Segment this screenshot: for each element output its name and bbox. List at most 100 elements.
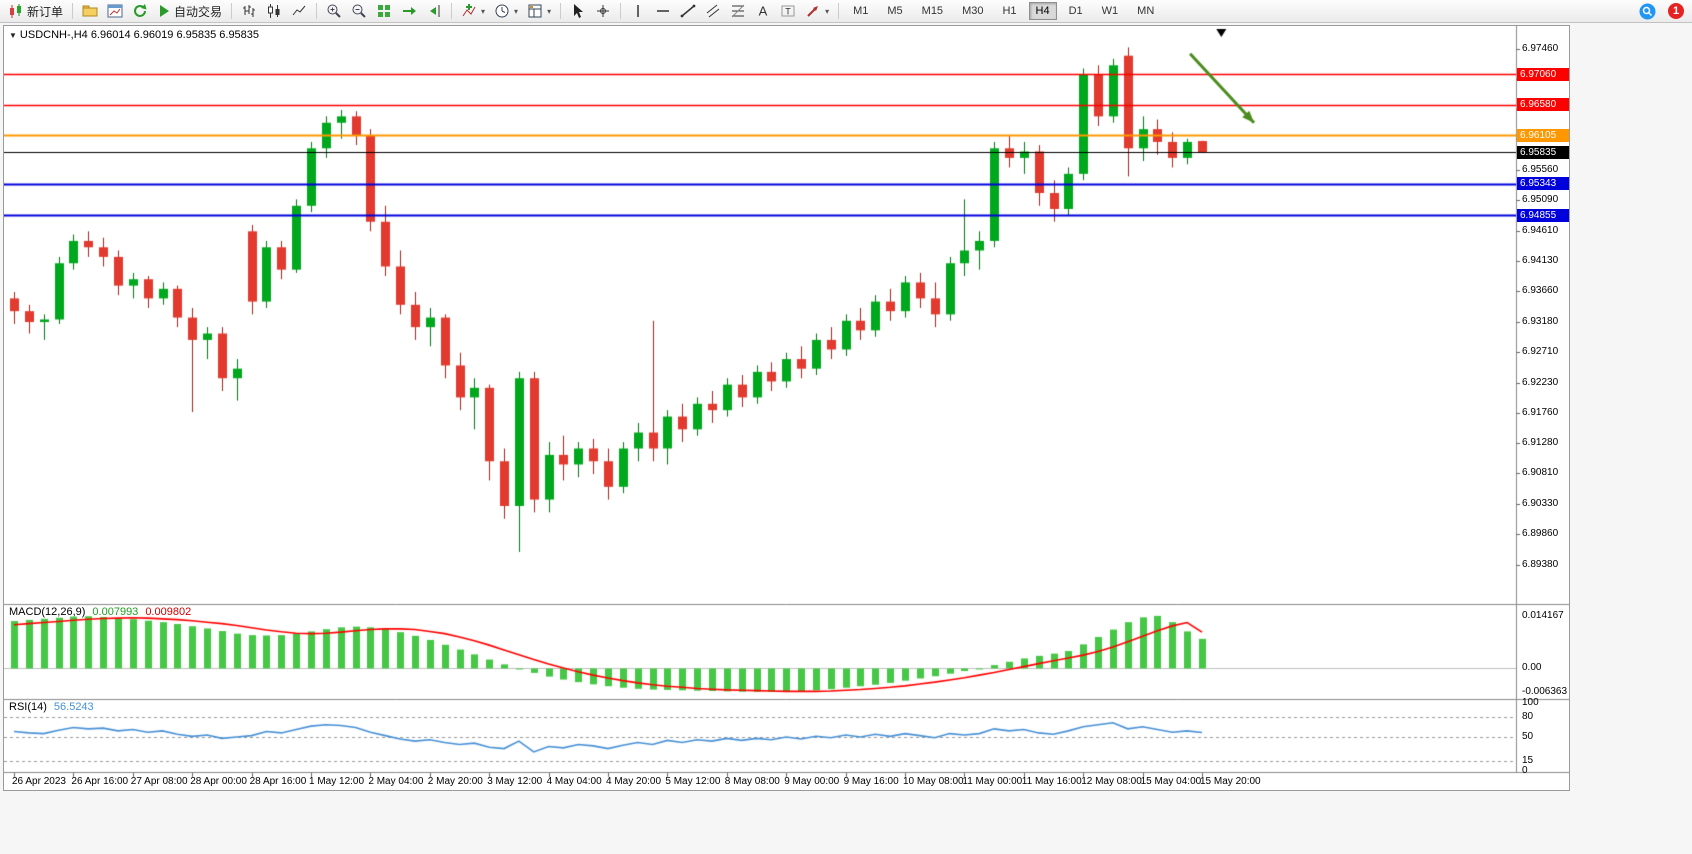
- indicator-axis-label: 80: [1522, 710, 1534, 722]
- time-axis-label: 9 May 00:00: [784, 776, 840, 787]
- time-axis-label: 8 May 08:00: [724, 776, 780, 787]
- time-axis-label: 1 May 12:00: [309, 776, 365, 787]
- cursor-icon: [574, 4, 584, 18]
- indicator-axis-label: 0: [1522, 765, 1528, 776]
- price-axis-label: 6.93660: [1522, 285, 1559, 297]
- templates-icon: [528, 4, 542, 18]
- price-line-badge: 6.96580: [1517, 98, 1569, 112]
- refresh-button[interactable]: [128, 1, 152, 21]
- auto-trading-icon: [160, 5, 170, 17]
- arrows-button[interactable]: ▾: [801, 1, 833, 21]
- templates-dropdown-caret[interactable]: ▾: [547, 6, 552, 16]
- price-axis-label: 6.94610: [1522, 224, 1559, 236]
- zoom-out-button[interactable]: [347, 1, 371, 21]
- price-line-badge: 6.95343: [1517, 177, 1569, 191]
- fibonacci-button[interactable]: [726, 1, 750, 21]
- rsi-value: 56.5243: [53, 701, 94, 713]
- tile-windows-icon: [378, 5, 391, 17]
- toolbar-separator: [231, 3, 233, 19]
- auto-scroll-icon: [403, 7, 417, 15]
- timeframe-h4-button[interactable]: H4: [1028, 2, 1057, 20]
- timeframe-m15-button[interactable]: M15: [915, 2, 950, 20]
- time-axis-label: 15 May 20:00: [1200, 776, 1261, 787]
- time-axis-label: 15 May 04:00: [1140, 776, 1202, 787]
- timeframe-m30-button[interactable]: M30: [955, 2, 990, 20]
- collapse-icon[interactable]: ▼: [9, 31, 17, 40]
- indicators-icon: [462, 4, 476, 17]
- bar-chart-button[interactable]: [237, 1, 261, 21]
- timeframe-mn-button[interactable]: MN: [1130, 2, 1161, 20]
- crosshair-button[interactable]: [591, 1, 615, 21]
- time-axis-label: 2 May 04:00: [368, 776, 424, 787]
- fibonacci-icon: [731, 4, 745, 18]
- auto-trading-button[interactable]: 自动交易: [153, 1, 226, 21]
- zoom-in-icon: [327, 4, 341, 18]
- quote-line: USDCNH-,H4 6.96014 6.96019 6.95835 6.958…: [19, 29, 260, 41]
- new-order-label: 新订单: [27, 4, 64, 19]
- notification-badge[interactable]: 1: [1668, 3, 1684, 19]
- price-axis-label: 6.94130: [1522, 255, 1559, 267]
- time-axis-label: 28 Apr 16:00: [249, 776, 307, 787]
- horizontal-line-button[interactable]: [651, 1, 675, 21]
- time-axis-label: 10 May 08:00: [903, 776, 964, 787]
- price-axis-label: 6.90330: [1522, 498, 1559, 510]
- macd-name: MACD(12,26,9): [9, 606, 86, 618]
- rsi-name: RSI(14): [9, 701, 47, 713]
- templates-button[interactable]: ▾: [523, 1, 555, 21]
- price-axis-label: 6.93180: [1522, 316, 1559, 328]
- cursor-button[interactable]: [566, 1, 590, 21]
- toolbar-separator: [451, 3, 453, 19]
- timeframe-m1-button[interactable]: M1: [846, 2, 875, 20]
- indicators-button[interactable]: ▾: [457, 1, 489, 21]
- charts-button[interactable]: [103, 1, 127, 21]
- indicator-axis-label: -0.006363: [1522, 686, 1568, 697]
- chart-canvas[interactable]: [4, 26, 1569, 790]
- price-line-badge: 6.94855: [1517, 208, 1569, 222]
- vertical-line-button[interactable]: [626, 1, 650, 21]
- macd-main-value: 0.007993: [92, 606, 139, 618]
- candlestick-button[interactable]: [262, 1, 286, 21]
- time-axis-label: 5 May 12:00: [665, 776, 721, 787]
- text-button[interactable]: A: [751, 1, 775, 21]
- text-label-button[interactable]: T: [776, 1, 800, 21]
- horizontal-line-icon: [657, 10, 670, 12]
- tile-windows-button[interactable]: [372, 1, 396, 21]
- svg-text:T: T: [785, 7, 791, 17]
- trendline-button[interactable]: [676, 1, 700, 21]
- auto-scroll-button[interactable]: [397, 1, 421, 21]
- new-order-button[interactable]: 新订单: [4, 1, 67, 21]
- periods-dropdown-caret[interactable]: ▾: [514, 6, 519, 16]
- profiles-button[interactable]: [78, 1, 102, 21]
- auto-trading-label: 自动交易: [174, 4, 223, 19]
- rsi-label: RSI(14) 56.5243: [9, 701, 94, 713]
- chart-shift-button[interactable]: [422, 1, 446, 21]
- price-axis-label: 6.91760: [1522, 406, 1559, 418]
- line-chart-button[interactable]: [287, 1, 311, 21]
- time-axis-label: 3 May 12:00: [487, 776, 543, 787]
- timeframe-h1-button[interactable]: H1: [995, 2, 1023, 20]
- price-axis-label: 6.97460: [1522, 42, 1559, 54]
- arrows-dropdown-caret[interactable]: ▾: [825, 6, 830, 16]
- macd-label: MACD(12,26,9) 0.007993 0.009802: [9, 606, 191, 618]
- price-line-badge: 6.96105: [1517, 128, 1569, 142]
- zoom-in-button[interactable]: [322, 1, 346, 21]
- indicator-axis-label: 0.00: [1522, 662, 1542, 674]
- price-axis-label: 6.92230: [1522, 376, 1559, 388]
- periods-button[interactable]: ▾: [490, 1, 522, 21]
- indicators-dropdown-caret[interactable]: ▾: [481, 6, 486, 16]
- toolbar-separator: [72, 3, 74, 19]
- timeframe-w1-button[interactable]: W1: [1095, 2, 1126, 20]
- search-icon: [1639, 3, 1656, 19]
- price-axis-label: 6.95090: [1522, 194, 1559, 206]
- timeframe-m5-button[interactable]: M5: [880, 2, 909, 20]
- timeframe-d1-button[interactable]: D1: [1062, 2, 1090, 20]
- candlestick-icon: [268, 4, 280, 18]
- toolbar-separator: [620, 3, 622, 19]
- price-axis-label: 6.91280: [1522, 437, 1559, 449]
- time-axis-label: 11 May 00:00: [962, 776, 1023, 787]
- channel-button[interactable]: [701, 1, 725, 21]
- time-axis-label: 9 May 16:00: [843, 776, 899, 787]
- price-axis-label: 6.92710: [1522, 346, 1559, 358]
- macd-signal-value: 0.009802: [145, 606, 192, 618]
- search-button[interactable]: [1635, 1, 1660, 21]
